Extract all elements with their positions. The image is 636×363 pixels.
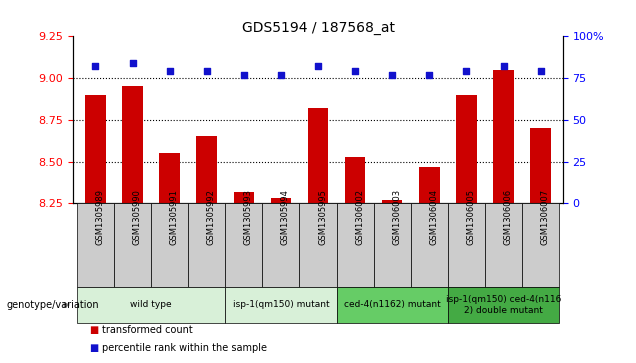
Text: GSM1305991: GSM1305991 [170, 189, 179, 245]
Text: GSM1305995: GSM1305995 [318, 189, 327, 245]
Text: GSM1306007: GSM1306007 [541, 189, 550, 245]
Text: GSM1305990: GSM1305990 [132, 189, 141, 245]
Bar [419, 167, 439, 203]
Bar [225, 203, 263, 287]
Text: ■: ■ [89, 343, 99, 354]
Bar [197, 136, 217, 203]
Point [350, 69, 360, 74]
Point [313, 64, 323, 69]
Bar [77, 203, 114, 287]
Text: GSM1306002: GSM1306002 [355, 189, 364, 245]
Point [536, 69, 546, 74]
Bar [456, 95, 476, 203]
Bar [225, 287, 336, 323]
Point [276, 72, 286, 78]
Bar [374, 203, 411, 287]
Text: GSM1306006: GSM1306006 [504, 189, 513, 245]
Bar [530, 128, 551, 203]
Point [424, 72, 434, 78]
Text: ■: ■ [89, 325, 99, 335]
Text: isp-1(qm150) ced-4(n116
2) double mutant: isp-1(qm150) ced-4(n116 2) double mutant [446, 295, 561, 315]
Bar [151, 203, 188, 287]
Bar [300, 203, 336, 287]
Bar [77, 287, 225, 323]
Point [499, 64, 509, 69]
Bar [494, 70, 514, 203]
Text: GSM1306003: GSM1306003 [392, 189, 401, 245]
Bar [448, 203, 485, 287]
Bar [336, 203, 374, 287]
Point [127, 60, 137, 66]
Bar [85, 95, 106, 203]
Bar [522, 203, 559, 287]
Text: GSM1305992: GSM1305992 [207, 189, 216, 245]
Point [461, 69, 471, 74]
Bar [336, 287, 448, 323]
Bar [448, 287, 559, 323]
Bar [485, 203, 522, 287]
Bar [308, 108, 328, 203]
Bar [160, 153, 180, 203]
Text: GSM1305993: GSM1305993 [244, 189, 252, 245]
Text: isp-1(qm150) mutant: isp-1(qm150) mutant [233, 301, 329, 309]
Text: GSM1306004: GSM1306004 [429, 189, 438, 245]
Point [238, 72, 249, 78]
Text: transformed count: transformed count [102, 325, 193, 335]
Bar [345, 156, 365, 203]
Bar [122, 86, 142, 203]
Bar [411, 203, 448, 287]
Point [202, 69, 212, 74]
Text: genotype/variation: genotype/variation [6, 300, 99, 310]
Text: wild type: wild type [130, 301, 172, 309]
Bar [271, 198, 291, 203]
Text: percentile rank within the sample: percentile rank within the sample [102, 343, 266, 354]
Text: GSM1306005: GSM1306005 [466, 189, 475, 245]
Bar [114, 203, 151, 287]
Bar [188, 203, 225, 287]
Point [165, 69, 175, 74]
Bar [263, 203, 300, 287]
Point [90, 64, 100, 69]
Bar [382, 200, 403, 203]
Text: GSM1305989: GSM1305989 [95, 189, 104, 245]
Bar [233, 192, 254, 203]
Text: GSM1305994: GSM1305994 [281, 189, 290, 245]
Point [387, 72, 398, 78]
Text: ced-4(n1162) mutant: ced-4(n1162) mutant [344, 301, 441, 309]
Title: GDS5194 / 187568_at: GDS5194 / 187568_at [242, 21, 394, 35]
